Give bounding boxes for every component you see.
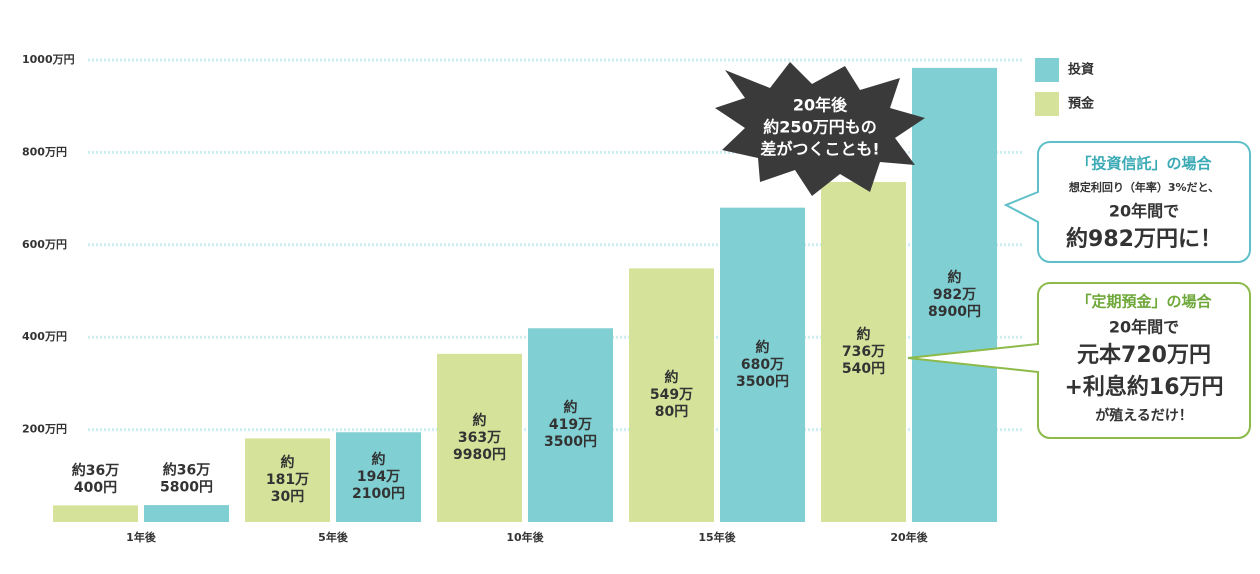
x-tick-label: 10年後: [506, 530, 544, 544]
value-label: 約 181万 30円: [266, 454, 309, 505]
value-label: 約36万 400円: [72, 462, 119, 496]
value-label: 約36万 5800円: [160, 462, 213, 496]
y-tick-label: 600万円: [22, 238, 67, 251]
burst-shape: [715, 62, 925, 196]
x-tick-label: 20年後: [890, 530, 928, 544]
deposit-callout-text: 「定期預金」の場合: [1076, 293, 1212, 311]
x-tick-label: 15年後: [698, 530, 736, 544]
legend-label: 投資: [1068, 62, 1094, 78]
bar: [912, 67, 997, 523]
y-tick-label: 200万円: [22, 423, 67, 436]
legend-label: 預金: [1068, 96, 1095, 112]
x-tick-label: 1年後: [126, 530, 157, 544]
value-label: 約 680万 3500円: [736, 339, 789, 390]
investment-callout-box: [1003, 141, 1251, 263]
deposit-callout-text: 20年間で: [1109, 318, 1179, 337]
investment-callout-text: 「投資信託」の場合: [1076, 155, 1212, 173]
value-label: 約 363万 9980円: [453, 412, 506, 463]
burst-text: 約250万円もの: [763, 118, 876, 137]
value-label: 約 982万 8900円: [928, 269, 981, 320]
investment-callout-text: 想定利回り（年率）3%だと、: [1068, 180, 1219, 194]
bar: [245, 438, 330, 522]
burst-text: 20年後: [793, 96, 848, 115]
bar: [53, 505, 138, 522]
burst-text: 差がつくことも!: [760, 140, 879, 159]
bar: [629, 268, 714, 522]
legend-swatch: [1035, 92, 1059, 116]
value-label: 約 736万 540円: [842, 326, 885, 377]
bar: [720, 207, 805, 523]
y-tick-label: 800万円: [22, 145, 67, 158]
investment-callout-text: 約982万円に！: [1066, 226, 1222, 252]
value-label: 約 549万 80円: [650, 369, 693, 420]
legend-swatch: [1035, 58, 1059, 82]
value-label: 約 194万 2100円: [352, 451, 405, 502]
bar: [144, 505, 229, 522]
bar: [336, 432, 421, 522]
deposit-callout-box: [907, 282, 1251, 439]
bar: [437, 353, 522, 522]
investment-callout-text: 20年間で: [1109, 202, 1179, 221]
value-label: 約 419万 3500円: [544, 399, 597, 450]
y-tick-label: 400万円: [22, 330, 67, 343]
bar: [821, 181, 906, 522]
deposit-callout-text: 元本720万円: [1077, 343, 1211, 368]
y-tick-label: 1000万円: [22, 53, 75, 66]
deposit-callout-text: +利息約16万円: [1064, 374, 1223, 400]
deposit-callout-text: が殖えるだけ！: [1095, 407, 1193, 424]
x-tick-label: 5年後: [318, 530, 349, 544]
bar: [528, 328, 613, 522]
